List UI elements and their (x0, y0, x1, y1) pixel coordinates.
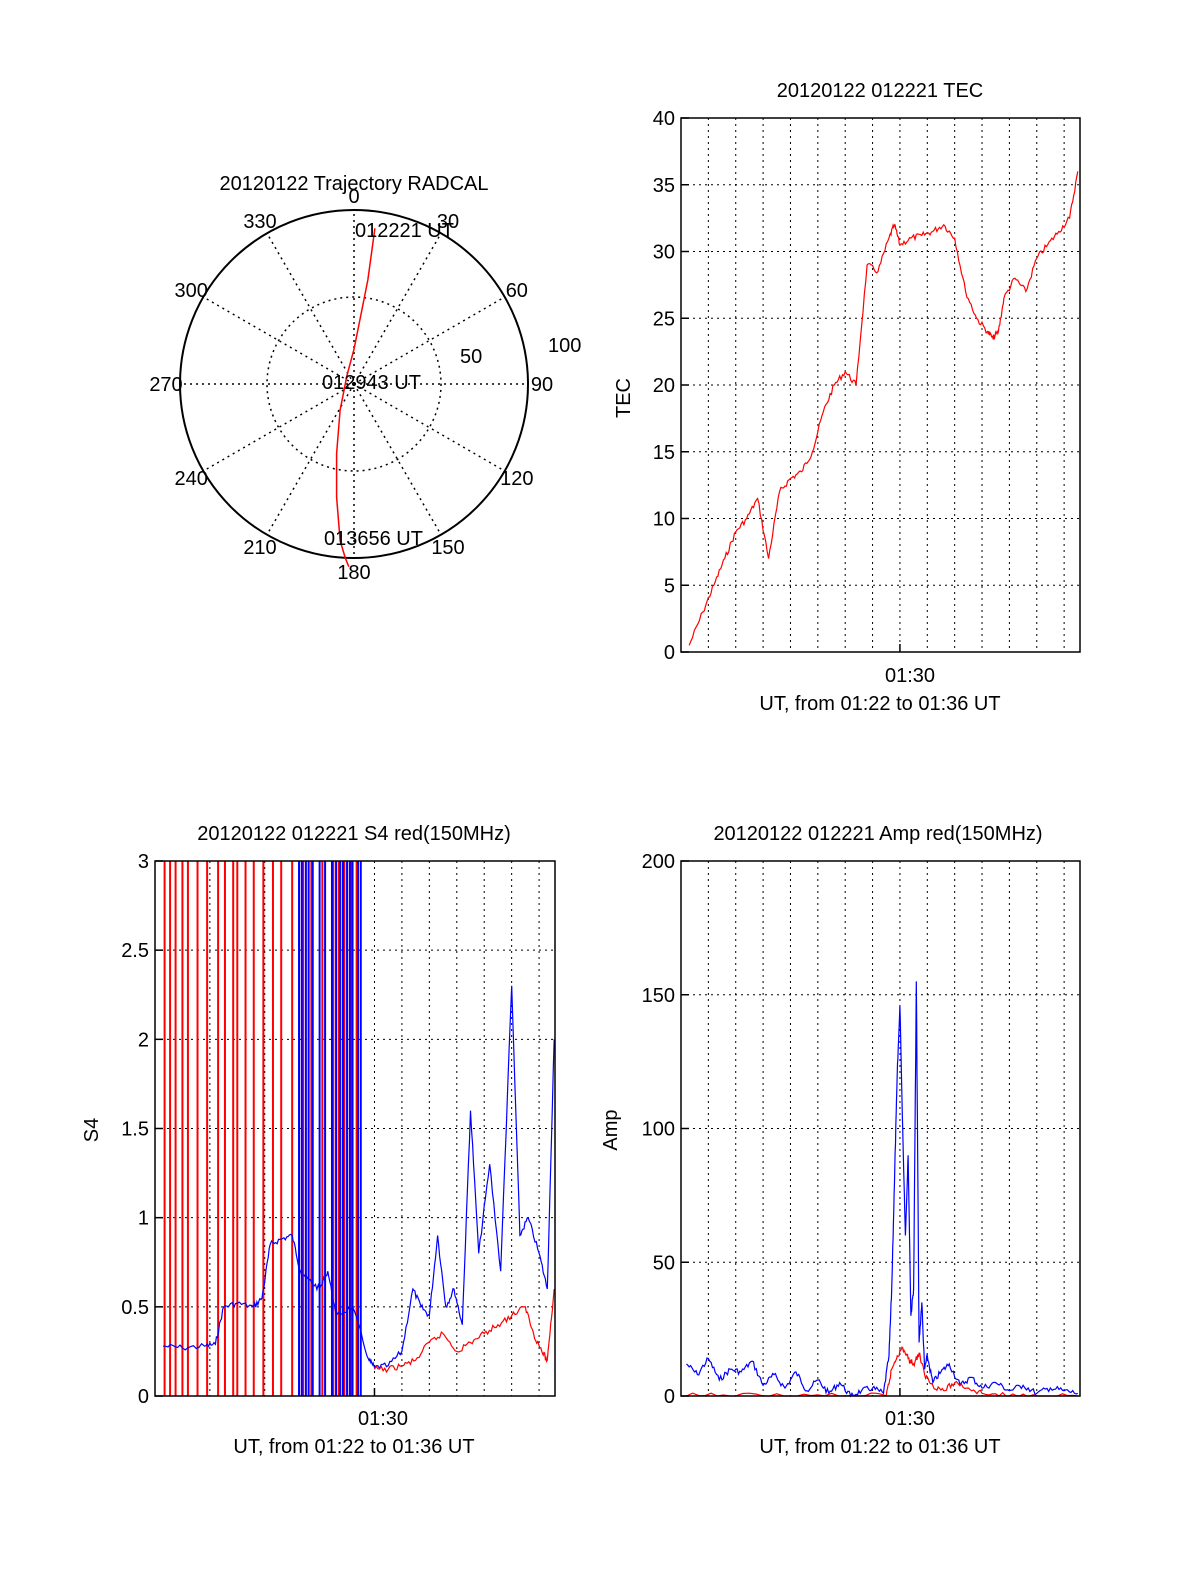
polar-inner-circle (266, 296, 442, 472)
polar-angle-label: 30 (437, 211, 459, 233)
s4-chart: 20120122 012221 S4 red(150MHz) 0 0.5 1 1.5 2… (81, 823, 556, 1458)
tec-y-tick-label: 30 (653, 242, 675, 264)
polar-trajectory-chart: 20120122 Trajectory RADCAL 0 30 60 90 120 150… (149, 173, 581, 584)
polar-radius-label-50: 50 (460, 346, 482, 368)
tec-y-tick-label: 10 (653, 509, 675, 531)
tec-y-ticks: 0 5 10 15 20 25 30 35 40 (653, 108, 901, 664)
tec-y-tick-label: 25 (653, 308, 675, 330)
polar-spoke (202, 383, 355, 472)
polar-spoke (353, 296, 506, 385)
amp-y-tick-label: 0 (664, 1386, 675, 1408)
s4-y-tick-label: 3 (138, 851, 149, 873)
amp-x-label: UT, from 01:22 to 01:36 UT (759, 1436, 1000, 1458)
polar-angle-label: 270 (149, 374, 182, 396)
polar-angle-label: 240 (174, 468, 207, 490)
tec-y-tick-label: 15 (653, 442, 675, 464)
s4-grid (155, 861, 555, 1396)
s4-y-label: S4 (81, 1118, 103, 1142)
polar-angle-label: 90 (531, 374, 553, 396)
polar-radius-label-100: 100 (548, 335, 581, 357)
polar-angle-label: 330 (243, 211, 276, 233)
amp-y-tick-label: 200 (642, 851, 675, 873)
polar-outer-circle (179, 209, 529, 559)
amp-x-tick-label: 01:30 (885, 1408, 935, 1430)
tec-y-label: TEC (613, 378, 635, 418)
tec-y-tick-label: 40 (653, 108, 675, 130)
polar-annotation-mid: 012943 UT (322, 372, 421, 394)
polar-angle-label: 0 (348, 186, 359, 208)
polar-spoke (353, 383, 442, 536)
tec-y-tick-label: 5 (664, 575, 675, 597)
polar-grid (180, 210, 528, 558)
tec-x-label: UT, from 01:22 to 01:36 UT (759, 693, 1000, 715)
polar-angle-labels: 0 30 60 90 120 150 180 210 240 270 300 330 (149, 186, 553, 584)
s4-spikes (163, 861, 362, 1396)
s4-y-ticks: 0 0.5 1 1.5 2 2.5 3 (121, 851, 376, 1408)
amp-title: 20120122 012221 Amp red(150MHz) (713, 823, 1042, 845)
tec-y-tick-label: 35 (653, 175, 675, 197)
amp-grid (681, 861, 1080, 1396)
polar-angle-label: 150 (431, 537, 464, 559)
amp-y-label: Amp (600, 1109, 622, 1150)
tec-chart: 20120122 012221 TEC 0 5 10 15 20 25 30 35 40 01:… (613, 80, 1081, 715)
tec-grid (681, 118, 1080, 652)
s4-title: 20120122 012221 S4 red(150MHz) (197, 823, 511, 845)
amp-y-tick-label: 150 (642, 985, 675, 1007)
s4-y-tick-label: 1 (138, 1208, 149, 1230)
amp-y-ticks: 0 50 100 150 200 (642, 851, 901, 1408)
s4-y-tick-label: 1.5 (121, 1119, 149, 1141)
s4-y-tick-label: 0.5 (121, 1297, 149, 1319)
tec-y-tick-label: 20 (653, 375, 675, 397)
polar-angle-label: 210 (243, 537, 276, 559)
polar-annotation-end: 013656 UT (324, 528, 423, 550)
polar-angle-label: 120 (500, 468, 533, 490)
tec-x-tick-label: 01:30 (885, 665, 935, 687)
s4-series-blue-line (163, 985, 555, 1370)
amp-chart: 20120122 012221 Amp red(150MHz) 0 50 100 15… (600, 823, 1081, 1458)
polar-annotation-start: 012221 UT (355, 220, 454, 242)
polar-spoke (266, 383, 355, 536)
polar-angle-label: 180 (337, 562, 370, 584)
tec-y-tick-label: 0 (664, 642, 675, 664)
amp-series-blue-line (686, 981, 1079, 1398)
s4-x-tick-label: 01:30 (358, 1408, 408, 1430)
polar-title: 20120122 Trajectory RADCAL (219, 173, 488, 195)
polar-spoke (202, 296, 355, 385)
tec-title: 20120122 012221 TEC (777, 80, 983, 102)
s4-y-tick-label: 2.5 (121, 940, 149, 962)
polar-spoke (266, 232, 355, 385)
s4-y-tick-label: 0 (138, 1386, 149, 1408)
polar-trajectory-line (335, 228, 376, 567)
polar-angle-label: 60 (506, 280, 528, 302)
s4-y-tick-label: 2 (138, 1029, 149, 1051)
polar-angle-label: 300 (174, 280, 207, 302)
tec-series-line (688, 171, 1079, 646)
amp-series-red-line (686, 1346, 1078, 1397)
amp-y-tick-label: 50 (653, 1252, 675, 1274)
s4-series-red-line (373, 1288, 555, 1374)
amp-y-tick-label: 100 (642, 1119, 675, 1141)
polar-spoke (353, 232, 442, 385)
s4-x-label: UT, from 01:22 to 01:36 UT (233, 1436, 474, 1458)
polar-spoke (353, 383, 506, 472)
